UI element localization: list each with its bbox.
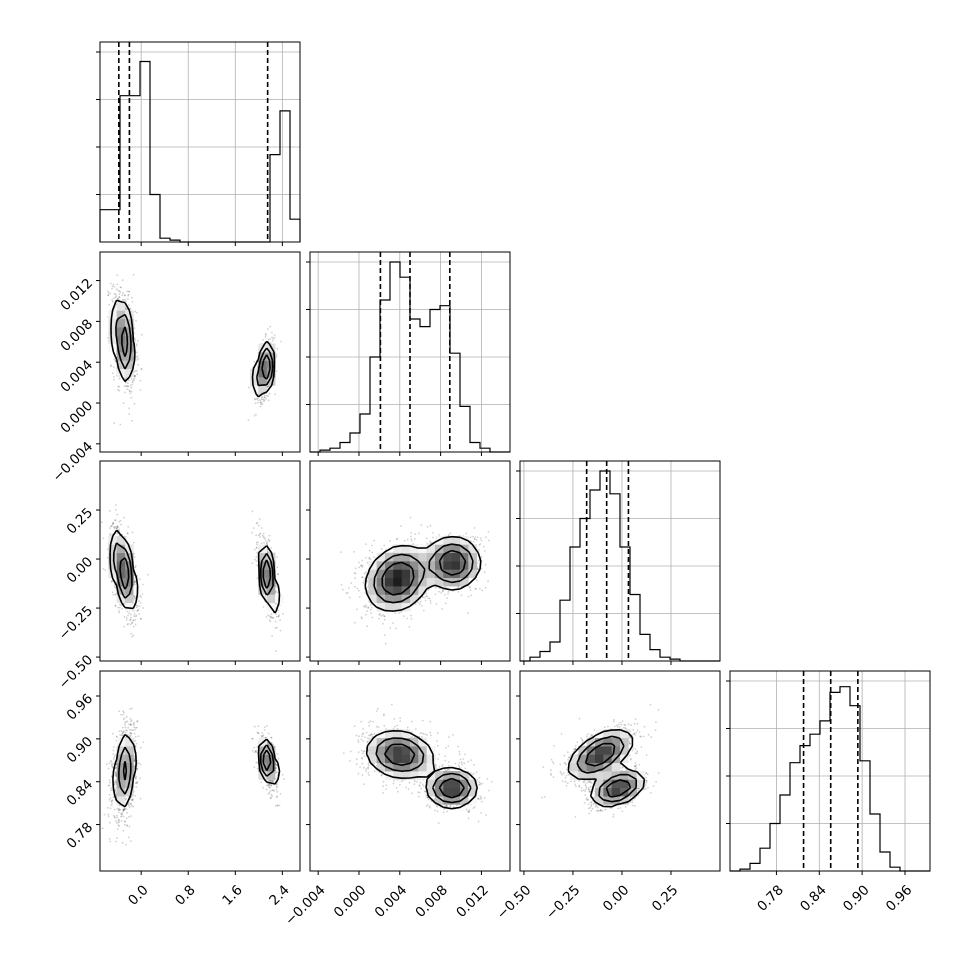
panel-frame	[309, 460, 511, 662]
hist-background	[520, 461, 720, 661]
contour-level	[110, 299, 276, 398]
hist-frame	[729, 670, 931, 872]
contour-level	[112, 542, 274, 599]
contour-level	[576, 735, 638, 803]
contour-level	[567, 729, 646, 808]
contour-level	[381, 549, 467, 596]
panel-content	[100, 461, 300, 661]
hist-panel-1	[306, 251, 511, 453]
contour-level	[109, 529, 281, 614]
panel-content	[100, 252, 300, 452]
scatter-panel-3-1	[309, 670, 511, 872]
scatter-panel-3-0	[99, 670, 301, 872]
contour-level	[122, 749, 272, 781]
histogram-step	[730, 686, 930, 872]
panel-content	[100, 671, 300, 871]
hist-panel-3	[726, 670, 931, 872]
panels: 0.0 0.8 1.6 2.4−0.004 0.000 0.004 0.008 0.012 −0…	[50, 41, 931, 929]
density-contours	[365, 730, 479, 810]
density-contours	[567, 729, 646, 808]
panel-content	[310, 671, 510, 871]
scatter-panel-2-1	[309, 460, 511, 662]
scatter-panel-2-0	[99, 460, 301, 662]
panel-frame	[309, 670, 511, 872]
panel-content	[310, 461, 510, 661]
density-contours	[109, 529, 281, 614]
density-contours	[110, 299, 276, 398]
panel-frame	[99, 670, 301, 872]
contour-level	[121, 326, 271, 380]
hist-panel-0	[96, 41, 301, 243]
hist-frame	[99, 41, 301, 243]
density-contours	[364, 535, 482, 612]
contour-level	[373, 543, 474, 604]
panel-frame	[99, 251, 301, 453]
contour-level	[112, 733, 281, 808]
hist-background	[100, 42, 300, 242]
panel-frame	[99, 460, 301, 662]
contour-level	[375, 737, 472, 804]
contour-level	[364, 535, 482, 612]
contour-level	[115, 313, 274, 387]
contour-level	[584, 742, 632, 798]
hist-panel-2	[516, 460, 721, 662]
contour-level	[365, 730, 479, 810]
density-contours	[112, 733, 281, 808]
scatter-panel-1-0	[99, 251, 301, 453]
contour-level	[119, 557, 272, 590]
panel-frame	[519, 670, 721, 872]
contour-level	[118, 744, 275, 795]
hist-frame	[519, 460, 721, 662]
scatter-panel-3-2	[519, 670, 721, 872]
contour-level	[383, 743, 465, 799]
histogram-step	[520, 470, 720, 662]
panel-content	[520, 671, 720, 871]
hist-frame	[309, 251, 511, 453]
